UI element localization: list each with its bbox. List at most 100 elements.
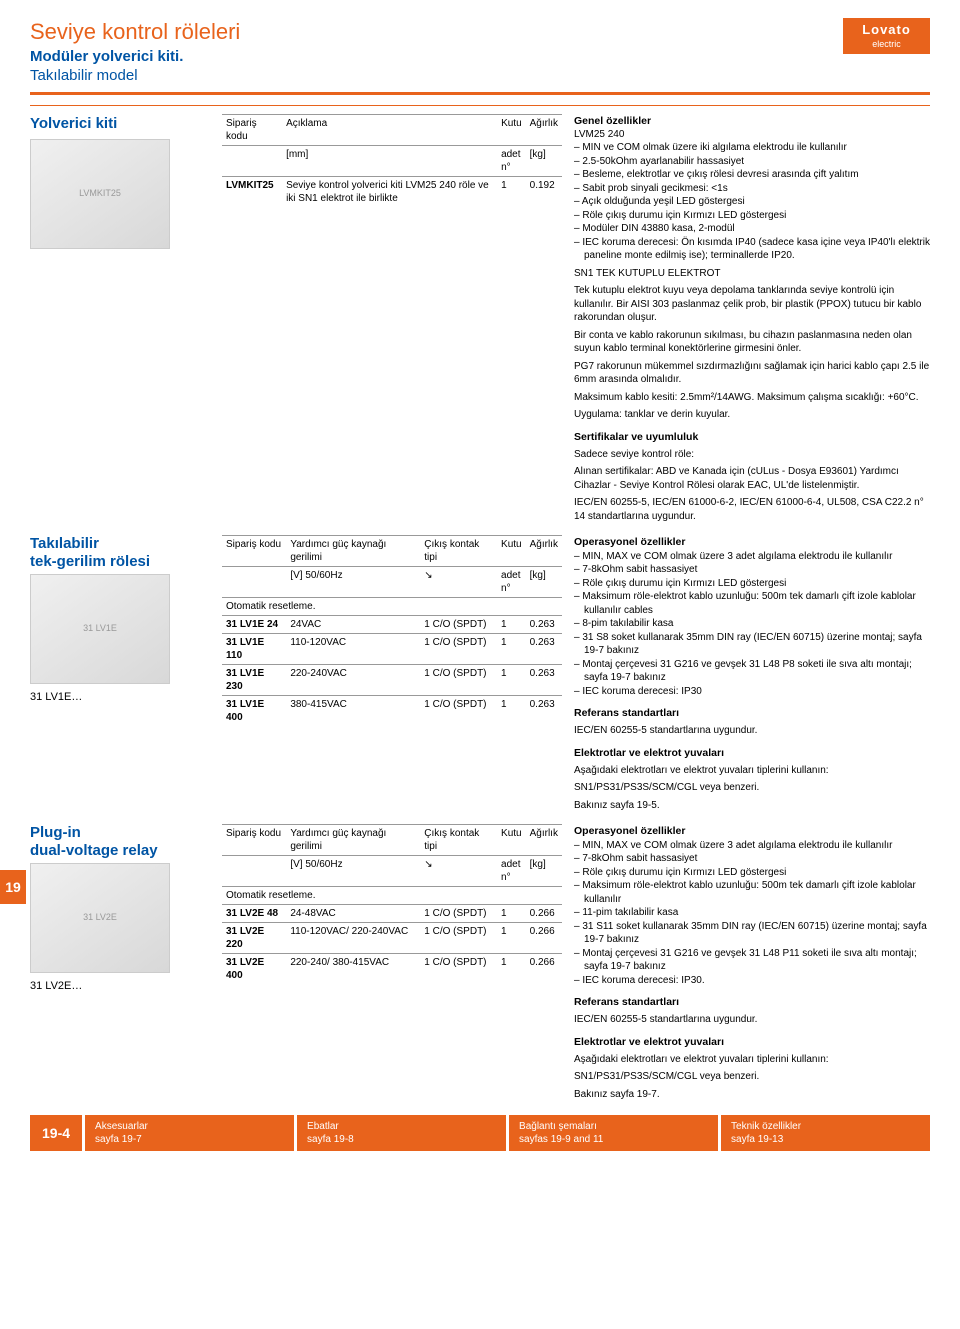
cell: 1 xyxy=(497,616,526,634)
op-item: 31 S8 soket kullanarak 35mm DIN ray (IEC… xyxy=(574,631,930,658)
cell: 0.263 xyxy=(526,616,562,634)
th: Ağırlık xyxy=(526,114,562,145)
op-item: Maksimum röle-elektrot kablo uzunluğu: 5… xyxy=(574,879,930,906)
spec-item: IEC koruma derecesi: Ön kısımda IP40 (sa… xyxy=(574,236,930,263)
th: Ağırlık xyxy=(526,825,562,856)
op-title: Operasyonel özellikler xyxy=(574,535,930,549)
cell: 1 xyxy=(497,923,526,954)
elec-text: Bakınız sayfa 19-7. xyxy=(574,1088,930,1102)
product-code: 31 LV1E… xyxy=(30,690,210,704)
sn1-text: Bir conta ve kablo rakorunun sıkılması, … xyxy=(574,329,930,356)
cell: 1 C/O (SPDT) xyxy=(420,954,497,985)
op-item: 8-pim takılabilir kasa xyxy=(574,617,930,631)
elec-title: Elektrotlar ve elektrot yuvaları xyxy=(574,1035,930,1049)
cell: 31 LV1E 400 xyxy=(222,696,286,727)
cell: 1 C/O (SPDT) xyxy=(420,696,497,727)
product-image-lv2e: 31 LV2E xyxy=(30,863,170,973)
cell: 1 xyxy=(497,905,526,923)
cell: 1 C/O (SPDT) xyxy=(420,616,497,634)
cert-text: IEC/EN 60255-5, IEC/EN 61000-6-2, IEC/EN… xyxy=(574,496,930,523)
sn1-text: Maksimum kablo kesiti: 2.5mm²/14AWG. Mak… xyxy=(574,391,930,405)
cell: 110-120VAC xyxy=(286,634,420,665)
section3-table: Sipariş kodu Yardımcı güç kaynağı gerili… xyxy=(222,824,562,984)
th: Açıklama xyxy=(282,114,497,145)
section2-label: Takılabilir tek-gerilim rölesi xyxy=(30,535,210,570)
spec-item: MIN ve COM olmak üzere iki algılama elek… xyxy=(574,141,930,155)
specs-list: MIN ve COM olmak üzere iki algılama elek… xyxy=(574,141,930,263)
section1-label: Yolverici kiti xyxy=(30,114,210,134)
cell: 0.266 xyxy=(526,905,562,923)
op-item: Röle çıkış durumu için Kırmızı LED göste… xyxy=(574,577,930,591)
unit: adet n° xyxy=(497,145,526,176)
cell: 0.263 xyxy=(526,665,562,696)
unit: [kg] xyxy=(526,145,562,176)
cell: 1 xyxy=(497,176,526,207)
footer-title: Ebatlar xyxy=(307,1120,496,1133)
cert-text: Alınan sertifikalar: ABD ve Kanada için … xyxy=(574,465,930,492)
cell: 31 LV1E 230 xyxy=(222,665,286,696)
cell: 0.266 xyxy=(526,954,562,985)
op-item: Maksimum röle-elektrot kablo uzunluğu: 5… xyxy=(574,590,930,617)
brand-logo: Lovato electric xyxy=(840,18,930,54)
elec-text: SN1/PS31/PS3S/SCM/CGL veya benzeri. xyxy=(574,1070,930,1084)
unit: [kg] xyxy=(526,567,562,598)
th: Kutu xyxy=(497,114,526,145)
th: Sipariş kodu xyxy=(222,536,286,567)
brand-tag: electric xyxy=(872,39,901,51)
cell: 31 LV1E 110 xyxy=(222,634,286,665)
elec-title: Elektrotlar ve elektrot yuvaları xyxy=(574,746,930,760)
cell: LVMKIT25 xyxy=(222,176,282,207)
footer-cell: Aksesuarlar sayfa 19-7 xyxy=(85,1115,294,1151)
cell: 220-240VAC xyxy=(286,665,420,696)
footer-title: Teknik özellikler xyxy=(731,1120,920,1133)
cell: 31 LV1E 24 xyxy=(222,616,286,634)
cell: 24-48VAC xyxy=(286,905,420,923)
ref-text: IEC/EN 60255-5 standartlarına uygundur. xyxy=(574,724,930,738)
op-item: IEC koruma derecesi: IP30. xyxy=(574,974,930,988)
table-note: Otomatik resetleme. xyxy=(222,887,562,905)
sn1-title: SN1 TEK KUTUPLU ELEKTROT xyxy=(574,267,930,281)
elec-text: SN1/PS31/PS3S/SCM/CGL veya benzeri. xyxy=(574,781,930,795)
cell: 1 C/O (SPDT) xyxy=(420,923,497,954)
ref-title: Referans standartları xyxy=(574,706,930,720)
unit: ↘ xyxy=(420,567,497,598)
product-code: 31 LV2E… xyxy=(30,979,210,993)
spec-item: Açık olduğunda yeşil LED göstergesi xyxy=(574,195,930,209)
sn1-text: Tek kutuplu elektrot kuyu veya depolama … xyxy=(574,284,930,325)
section3-label: Plug-in dual-voltage relay xyxy=(30,824,210,859)
cell: 1 xyxy=(497,665,526,696)
cell: Seviye kontrol yolverici kiti LVM25 240 … xyxy=(282,176,497,207)
specs-sub: LVM25 240 xyxy=(574,128,930,142)
op-item: MIN, MAX ve COM olmak üzere 3 adet algıl… xyxy=(574,550,930,564)
th: Yardımcı güç kaynağı gerilimi xyxy=(286,825,420,856)
footer-title: Aksesuarlar xyxy=(95,1120,284,1133)
th: Sipariş kodu xyxy=(222,114,282,145)
cell: 31 LV2E 48 xyxy=(222,905,286,923)
divider xyxy=(30,92,930,95)
section2-table: Sipariş kodu Yardımcı güç kaynağı gerili… xyxy=(222,535,562,726)
cell: 0.263 xyxy=(526,696,562,727)
page-tab: 19 xyxy=(0,870,26,904)
spec-item: Besleme, elektrotlar ve çıkış rölesi dev… xyxy=(574,168,930,182)
ref-title: Referans standartları xyxy=(574,995,930,1009)
cell: 31 LV2E 220 xyxy=(222,923,286,954)
cell: 1 xyxy=(497,634,526,665)
th: Yardımcı güç kaynağı gerilimi xyxy=(286,536,420,567)
unit: [mm] xyxy=(282,145,497,176)
brand-name: Lovato xyxy=(862,22,911,39)
spec-item: 2.5-50kOhm ayarlanabilir hassasiyet xyxy=(574,155,930,169)
page-number: 19-4 xyxy=(30,1115,82,1151)
spec-item: Modüler DIN 43880 kasa, 2-modül xyxy=(574,222,930,236)
footer: 19-4 Aksesuarlar sayfa 19-7 Ebatlar sayf… xyxy=(30,1115,930,1151)
cell: 0.192 xyxy=(526,176,562,207)
th: Sipariş kodu xyxy=(222,825,286,856)
spec-item: Röle çıkış durumu için Kırmızı LED göste… xyxy=(574,209,930,223)
spec-item: Sabit prob sinyali gecikmesi: <1s xyxy=(574,182,930,196)
th: Kutu xyxy=(497,536,526,567)
cell: 31 LV2E 400 xyxy=(222,954,286,985)
cell: 0.266 xyxy=(526,923,562,954)
op-item: 11-pim takılabilir kasa xyxy=(574,906,930,920)
product-image-kit: LVMKIT25 xyxy=(30,139,170,249)
footer-sub: sayfas 19-9 and 11 xyxy=(519,1133,708,1146)
footer-sub: sayfa 19-7 xyxy=(95,1133,284,1146)
